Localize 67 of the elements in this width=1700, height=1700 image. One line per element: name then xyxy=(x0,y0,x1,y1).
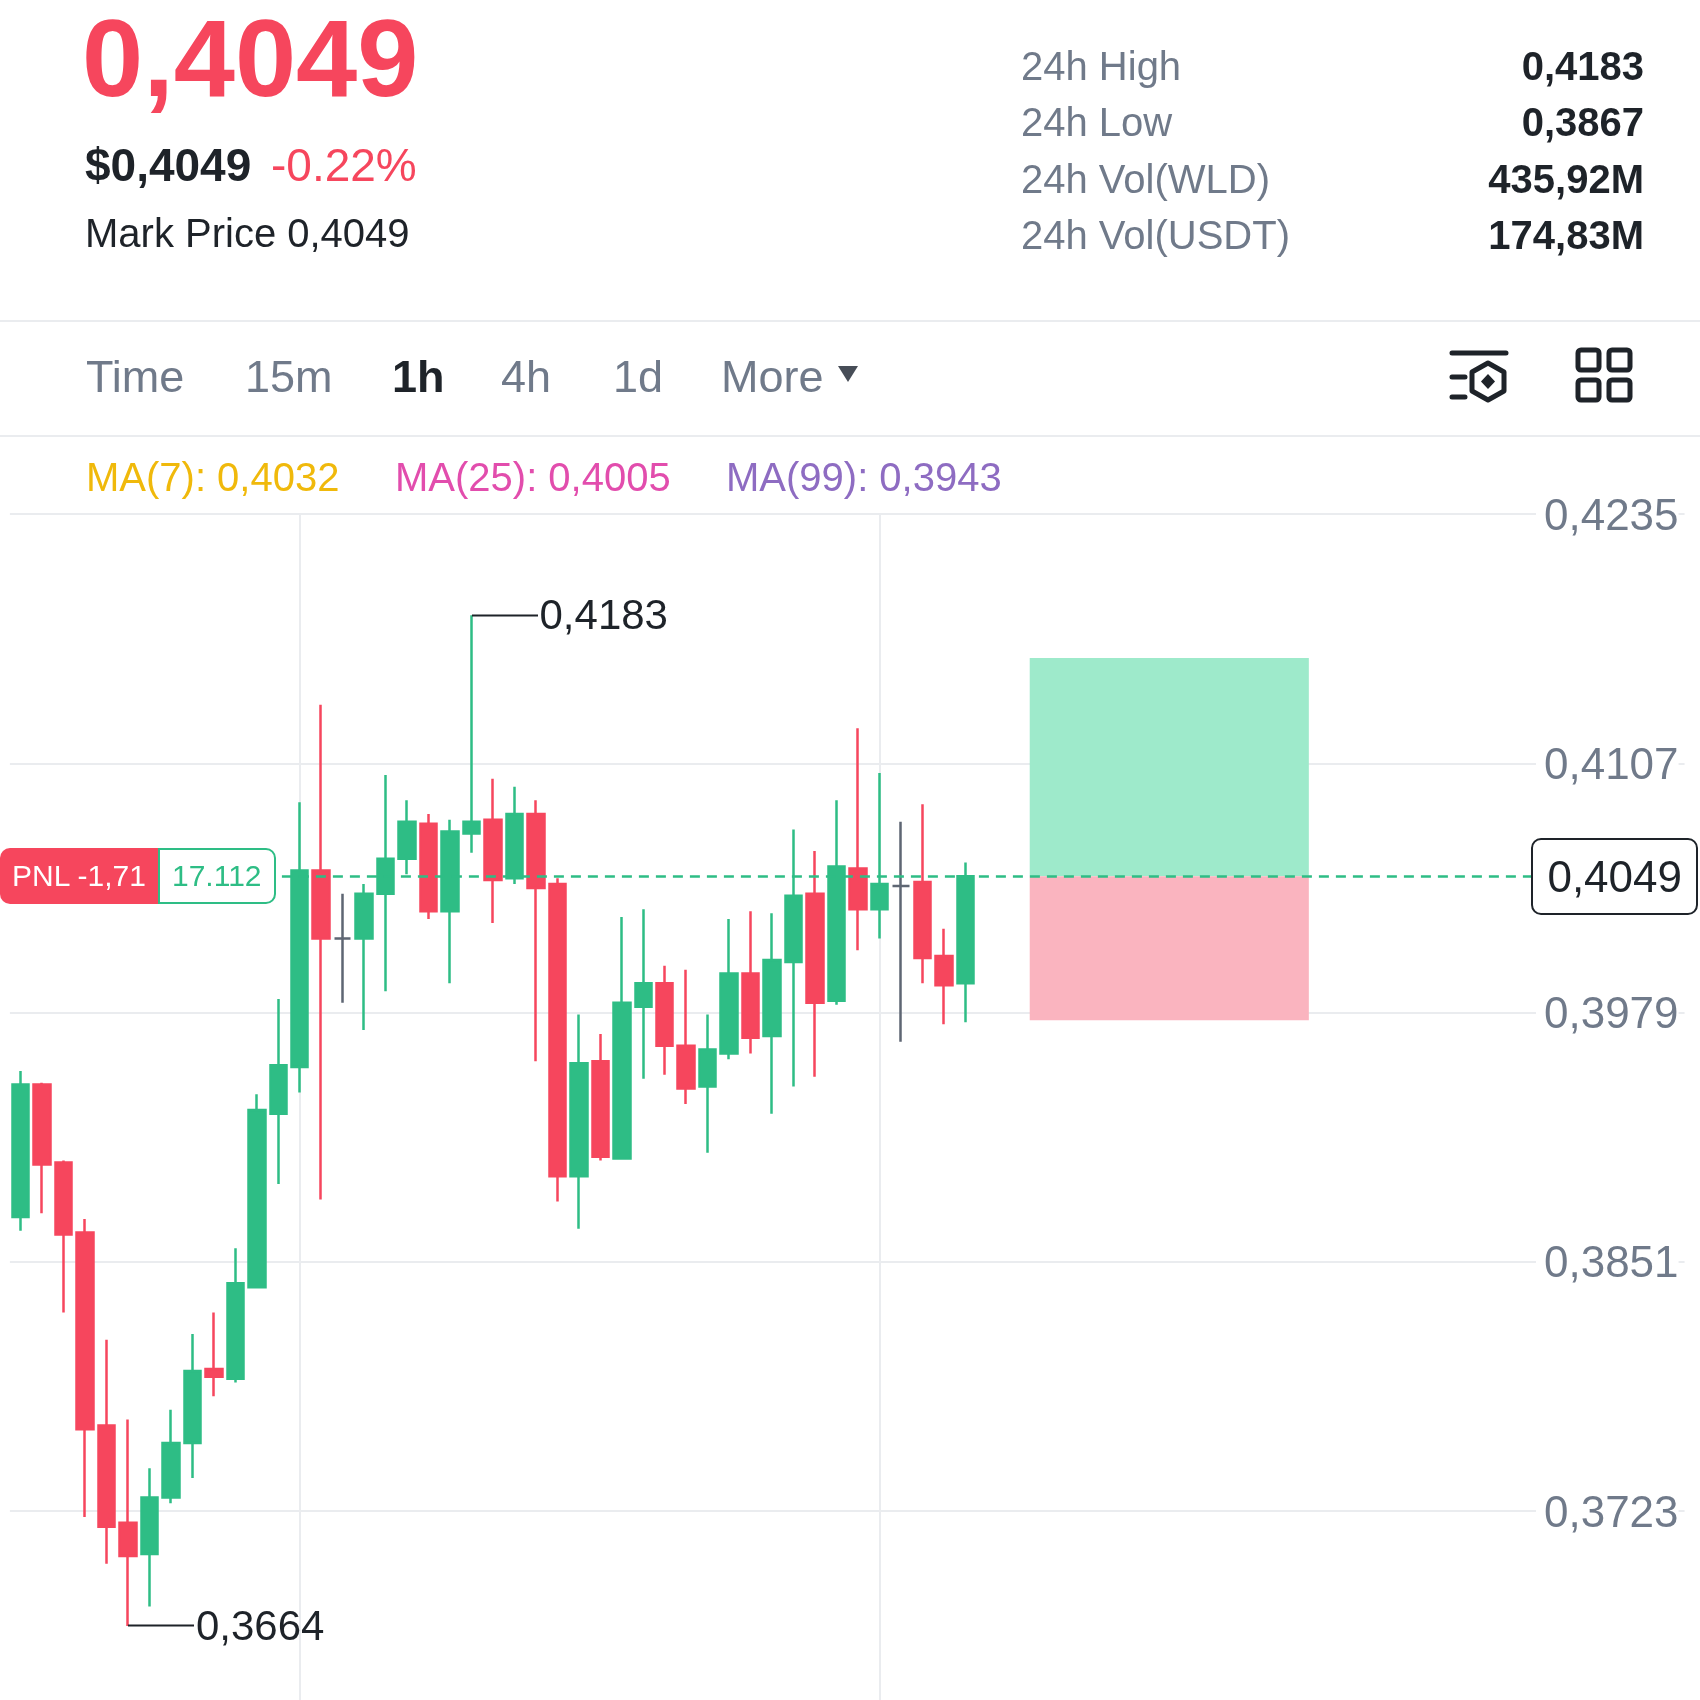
text: 0,3867 xyxy=(1521,100,1644,144)
candlestick xyxy=(891,820,911,1044)
candlestick xyxy=(97,1338,116,1565)
text: -0.22% xyxy=(271,139,417,191)
candlestick xyxy=(354,882,374,1032)
candlestick xyxy=(612,915,632,1160)
text: 0,4183 xyxy=(1521,44,1644,88)
candlestick xyxy=(333,892,352,1005)
candlestick xyxy=(54,1159,73,1314)
text: 4h xyxy=(501,350,552,402)
text: 174,83M xyxy=(1488,213,1644,257)
candlestick xyxy=(75,1217,95,1519)
annotation: 0,4183 xyxy=(539,591,668,639)
y-tick-label: 0,4235 xyxy=(1543,489,1679,539)
candlestick xyxy=(204,1311,224,1398)
candlestick xyxy=(591,1032,610,1162)
candlestick xyxy=(419,812,438,921)
candlestick xyxy=(32,1081,52,1215)
y-tick-label: 0,4107 xyxy=(1543,738,1679,788)
y-tick-label: 0,3723 xyxy=(1543,1486,1679,1536)
text: MA(99): 0,3943 xyxy=(726,455,1002,499)
candlestick xyxy=(698,1013,717,1155)
candlestick xyxy=(934,927,954,1026)
candlestick xyxy=(462,614,481,855)
candlestick xyxy=(848,726,868,952)
text: 1d xyxy=(613,350,664,402)
text: 24h Low xyxy=(1021,100,1173,144)
candlestick xyxy=(526,799,546,1063)
candlestick xyxy=(269,997,288,1186)
chart-subtitle: $0,4049 xyxy=(85,139,252,191)
annotation: 17.112 xyxy=(157,848,276,905)
text: 24h High xyxy=(1021,44,1182,88)
chart-title: 0,4049 xyxy=(82,0,419,119)
candlestick xyxy=(11,1069,30,1232)
candlestick xyxy=(741,910,760,1055)
candlestick xyxy=(913,802,932,985)
text: Time xyxy=(86,350,185,402)
candlestick xyxy=(676,968,696,1106)
annotation: 0,3664 xyxy=(195,1601,325,1649)
text: MA(7): 0,4032 xyxy=(86,455,340,499)
text: 1h xyxy=(392,350,445,402)
candlestick xyxy=(634,908,653,1081)
text: 24h Vol(USDT) xyxy=(1021,213,1290,257)
candlestick xyxy=(226,1246,245,1384)
text: Mark Price 0,4049 xyxy=(85,211,410,255)
candlestick xyxy=(762,911,782,1116)
candlestick xyxy=(569,1013,589,1230)
y-tick-label: 0,3851 xyxy=(1543,1237,1679,1287)
candlestick xyxy=(719,917,739,1061)
candlestick xyxy=(247,1093,267,1289)
candlestick xyxy=(183,1332,202,1480)
candlestick xyxy=(118,1418,138,1628)
text: 15m xyxy=(245,350,333,402)
ref-line-label: 0,4049 xyxy=(1531,837,1698,915)
text: MA(25): 0,4005 xyxy=(395,455,671,499)
candlestick xyxy=(548,876,567,1203)
y-tick-label: 0,3979 xyxy=(1543,988,1679,1038)
candlestick xyxy=(311,703,331,1201)
text: More xyxy=(721,350,824,402)
text: 24h Vol(WLD) xyxy=(1021,157,1270,201)
candlestick xyxy=(805,849,825,1079)
text: 435,92M xyxy=(1488,157,1644,201)
candlestick xyxy=(483,777,503,925)
candlestick xyxy=(161,1408,181,1505)
candlestick xyxy=(140,1467,159,1608)
annotation: PNL -1,71 xyxy=(0,848,158,905)
candlestick xyxy=(655,964,674,1077)
